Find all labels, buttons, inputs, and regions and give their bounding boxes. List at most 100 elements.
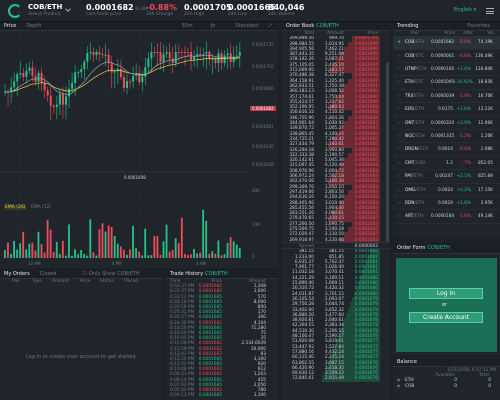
expand-icon[interactable]: ⤢ xyxy=(268,23,273,29)
trending-row[interactable]: ☆ PAY/ETH 0.00247 +2.1% 825.89 xyxy=(393,170,500,184)
trending-row[interactable]: ☆ NGC/ETH 0.0001335 -1.2% 1.26K xyxy=(393,130,500,144)
orderbook-row[interactable]: 279,470.65 2,210.15 0.0001683 xyxy=(282,216,390,222)
orderbook-row[interactable]: 48,100.47 3,590.17 0.0001678 xyxy=(282,334,390,340)
orderbook-row[interactable]: 1,233.00 851.85 0.0001682 xyxy=(282,254,390,260)
orderbook-row[interactable]: 299,369.76 1,950.10 0.0001683 xyxy=(282,184,390,190)
tab-favorites[interactable]: Favorites xyxy=(467,23,490,29)
orderbook-row[interactable]: 302,470.06 3,100.30 0.0001683 xyxy=(282,179,390,185)
orderbook-row[interactable]: 7,961.77 1,026.40 0.0001681 xyxy=(282,265,390,271)
trending-row[interactable]: ☆ ART/ETH 0.0000184 -2.6% 49.14K xyxy=(393,210,500,224)
only-show-filter[interactable]: Only Show COB/ETH xyxy=(88,271,140,277)
orderbook-row[interactable]: 357,174.61 1,750.04 0.0001690 xyxy=(282,94,390,100)
orderbook-row[interactable]: 26,105.54 2,093.67 0.0001679 xyxy=(282,296,390,303)
orderbook-row[interactable]: 320,142.81 5,045.36 0.0001684 xyxy=(282,158,390,164)
orderbook-row[interactable]: 20,310.72 4,420.32 0.0001680 xyxy=(282,286,390,292)
tab-depth[interactable]: Depth xyxy=(26,23,42,29)
trending-row[interactable]: ☆ OMG/ETH 0.0024 +0.2% 17.15K xyxy=(393,184,500,197)
orderbook-row[interactable]: 355,424.57 3,227.62 0.0001689 xyxy=(282,99,390,106)
menu-icon[interactable] xyxy=(486,8,494,14)
pair-selector[interactable]: COB/ETH Select Product xyxy=(28,3,72,19)
orderbook-row[interactable]: 360,183.13 3,008.52 0.0001690 xyxy=(282,89,390,95)
orderbook-row[interactable]: 33,402.60 3,652.32 0.0001679 xyxy=(282,307,390,313)
orderbook-row[interactable]: 352,196.95 1,380.63 0.0001689 xyxy=(282,105,390,111)
tab-trending[interactable]: Trending xyxy=(397,23,419,29)
create-account-button[interactable]: Create Account xyxy=(409,312,483,323)
orderbook-row[interactable]: 306,972.24 4,502.18 0.0001684 xyxy=(282,174,390,180)
orderbook-amount: 1,225.40 xyxy=(324,78,344,84)
orderbook-row[interactable]: 327,434.79 1,140.61 0.0001685 xyxy=(282,142,390,148)
login-button[interactable]: Log In xyxy=(409,288,483,299)
trending-row[interactable]: ☆ UTNP/ETH 0.0000160 +1.4% 134.84K xyxy=(393,63,500,77)
orderbook-row[interactable]: 24,011.87 3,701.15 0.0001680 xyxy=(282,291,390,297)
orderbook-row[interactable]: 285,455.56 1,904.30 0.0001683 xyxy=(282,205,390,212)
orderbook-row[interactable]: 381.15 381.15 0.0001682 xyxy=(282,249,390,255)
orderbook-row[interactable]: 53,447.92 1,527.84 0.0001677 xyxy=(282,344,390,350)
orderbook-scrollbar[interactable] xyxy=(386,62,389,242)
orderbook-row[interactable]: 364,158.91 1,225.40 0.0001691 xyxy=(282,78,390,84)
trending-row[interactable]: ☆ EOS/ETH 0.0175 +1.6% 13.21K xyxy=(393,103,500,117)
price-chart[interactable]: 0.0001735 0.0001710 0.0001686 0.0001682 0.00… xyxy=(0,32,278,268)
indicators-icon[interactable]: ƒx xyxy=(210,23,216,29)
orderbook-row[interactable]: 69,930.12 3,509.22 0.0001676 xyxy=(282,371,390,377)
chart-type-select[interactable]: Standard xyxy=(235,23,259,29)
trending-row[interactable]: ☆ ONT/ETH 0.0000320 +2.9% 12.06K xyxy=(393,117,500,131)
orderbook-row[interactable]: 288,465.96 3,010.40 0.0001683 xyxy=(282,200,390,206)
orderbook-row[interactable]: 6,935.37 5,702.37 0.0001681 xyxy=(282,259,390,266)
tab-my-orders[interactable]: My Orders xyxy=(4,271,30,277)
orderbook-amount: 7,290.42 xyxy=(324,136,344,142)
orderbook-row[interactable]: 338,865.45 4,140.24 0.0001686 xyxy=(282,131,390,137)
orderbook-row[interactable]: 60,115.40 2,235.24 0.0001677 xyxy=(282,355,390,361)
trending-row[interactable]: ☆ RDN/ETH 0.0029 +1.8% 3.95K xyxy=(393,197,500,211)
orderbook-row[interactable]: 42,304.15 3,383.34 0.0001678 xyxy=(282,323,390,329)
orderbook-row[interactable]: 275,569.75 3,540.28 0.0001683 xyxy=(282,226,390,233)
orderbook-row[interactable]: 15,890.40 1,669.11 0.0001680 xyxy=(282,281,390,287)
orderbook-row[interactable]: 38,920.81 2,040.61 0.0001678 xyxy=(282,318,390,324)
orderbook-row[interactable]: 346,705.90 1,804.26 0.0001688 xyxy=(282,115,390,122)
orderbook-row[interactable]: 269,918.97 4,120.66 0.0001683 xyxy=(282,237,390,243)
orderbook-row[interactable]: 272,029.47 2,110.50 0.0001683 xyxy=(282,232,390,238)
language-select[interactable]: English ▾ xyxy=(454,7,477,13)
orderbook-row[interactable]: 394,905.56 7,462.21 0.0001696 xyxy=(282,46,390,53)
orderbook-row[interactable]: 66,420.90 2,618.35 0.0001676 xyxy=(282,365,390,372)
orderbook-row[interactable]: 398,984.55 1,014.95 0.0001699 xyxy=(282,41,390,47)
orderbook-row[interactable]: 387,443.35 9,251.09 0.0001695 xyxy=(282,52,390,58)
orderbook-row[interactable]: 72,845.61 2,915.49 0.0001676 xyxy=(282,376,390,382)
trending-row[interactable]: ☆ CMT/COB 1.2 -7% 852.05 xyxy=(393,157,500,171)
orderbook-row[interactable]: 362,933.51 2,750.38 0.0001691 xyxy=(282,83,390,90)
tab-price[interactable]: Price xyxy=(4,23,17,29)
orderbook-row[interactable]: 339,870.72 1,005.27 0.0001687 xyxy=(282,126,390,132)
trending-row[interactable]: ☆ COB/BTC 0.0000001 -0.6% 136.49K xyxy=(393,50,500,64)
orderbook-row[interactable]: 11,032.18 3,070.41 0.0001681 xyxy=(282,270,390,276)
orderbook-row[interactable]: 63,802.55 3,687.15 0.0001676 xyxy=(282,360,390,366)
orderbook-row[interactable]: 334,725.21 7,290.42 0.0001686 xyxy=(282,136,390,143)
tab-closed[interactable]: Closed xyxy=(39,271,57,277)
orderbook-row[interactable]: 315,097.45 6,120.49 0.0001684 xyxy=(282,163,390,169)
interval-select[interactable]: 30m xyxy=(181,23,193,29)
orderbook-row[interactable]: 51,920.08 3,819.61 0.0001677 xyxy=(282,339,390,345)
orderbook-row[interactable]: 277,260.50 1,690.75 0.0001683 xyxy=(282,221,390,227)
orderbook-row[interactable]: 322,333.38 2,190.57 0.0001685 xyxy=(282,152,390,159)
orderbook-row[interactable]: 370,486.38 6,327.47 0.0001692 xyxy=(282,73,390,79)
orderbook-row[interactable]: 375,105.05 2,435.10 0.0001694 xyxy=(282,62,390,69)
orderbook-row[interactable]: 326,294.18 3,960.80 0.0001685 xyxy=(282,147,390,153)
checkbox-icon[interactable]: ☐ xyxy=(82,271,87,277)
trending-row[interactable]: ☆ DRGN/ETH 0.0014 -0.4% 1.08K xyxy=(393,143,500,157)
orderbook-row[interactable]: 57,880.16 4,432.24 0.0001677 xyxy=(282,349,390,356)
orderbook-row[interactable]: 350,816.32 4,110.42 0.0001688 xyxy=(282,110,390,116)
orderbook-row[interactable]: 36,880.20 3,477.60 0.0001679 xyxy=(282,312,390,319)
trending-row[interactable]: ★ COB/ETH 0.0001682 -0.9% 74.19K xyxy=(393,36,500,50)
orderbook-row[interactable]: 283,551.26 4,080.61 0.0001683 xyxy=(282,211,390,217)
orderbook-row[interactable]: 308,976.96 2,004.72 0.0001684 xyxy=(282,168,390,175)
orderbook-row[interactable]: 372,669.95 2,183.57 0.0001693 xyxy=(282,68,390,74)
orderbook-row[interactable]: 14,221.29 3,189.11 0.0001680 xyxy=(282,275,390,282)
orderbook-row[interactable]: 297,419.66 2,803.50 0.0001683 xyxy=(282,189,390,196)
trending-row[interactable]: ☆ TRX/ETH 0.0000039 -2.9% 16.76K xyxy=(393,90,500,104)
orderbook-row[interactable]: 344,901.64 5,030.92 0.0001687 xyxy=(282,121,390,127)
orderbook-row[interactable]: 44,510.30 2,206.15 0.0001678 xyxy=(282,328,390,335)
orderbook-row[interactable]: 29,750.28 3,644.74 0.0001679 xyxy=(282,302,390,308)
candle-body xyxy=(113,71,116,73)
orderbook-row[interactable]: 399,999.50 909.70 0.0001701 xyxy=(282,36,390,42)
orderbook-row[interactable]: 294,616.16 6,150.20 0.0001683 xyxy=(282,195,390,201)
trending-row[interactable]: ☆ ETH/BTC 0.0005095 +16.42% 18.85K xyxy=(393,76,500,90)
orderbook-row[interactable]: 378,192.26 3,087.21 0.0001694 xyxy=(282,57,390,63)
